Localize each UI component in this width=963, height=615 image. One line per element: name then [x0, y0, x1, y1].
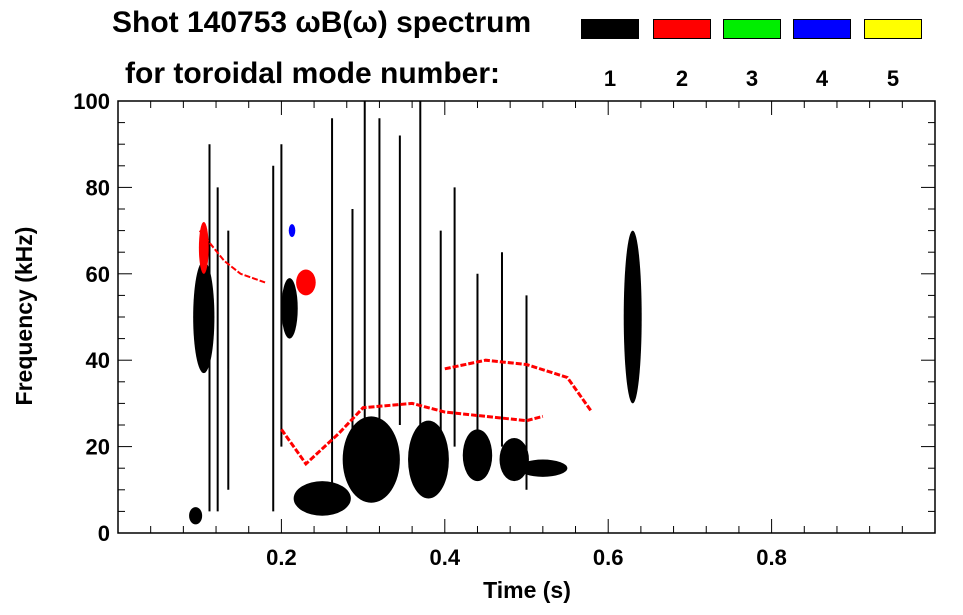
mode-1-region-5: [462, 429, 493, 482]
mode-2-line-0: [280, 401, 544, 467]
x-tick-label-2: 0.6: [593, 545, 624, 570]
chart-title-line1: Shot 140753 ωB(ω) spectrum: [112, 6, 532, 39]
x-tick-label-3: 0.8: [756, 545, 787, 570]
mode-2-region-10: [296, 269, 316, 296]
legend-swatch-mode-5: [864, 19, 922, 39]
mode-1-region-6: [499, 437, 529, 482]
chart-title-line2: for toroidal mode number:: [125, 57, 500, 90]
legend-label-mode-1: 1: [603, 66, 617, 91]
spectrum-marks: [189, 101, 642, 525]
mode-1-region-3: [342, 416, 400, 503]
x-axis-label: Time (s): [483, 577, 571, 603]
mode-1-region-1: [281, 278, 298, 339]
legend-label-mode-5: 5: [886, 66, 900, 91]
mode-4-region-12: [288, 224, 296, 238]
x-tick-label-1: 0.4: [430, 545, 461, 570]
x-tick-label-0: 0.2: [266, 545, 297, 570]
legend-swatch-mode-4: [793, 19, 851, 39]
mode-2-region-11: [198, 221, 209, 274]
mode-1-region-4: [408, 420, 449, 499]
legend-label-mode-3: 3: [745, 66, 759, 91]
legend-label-mode-2: 2: [675, 66, 689, 91]
y-tick-label-1: 20: [86, 435, 110, 460]
legend-swatch-mode-1: [581, 19, 639, 39]
y-tick-label-4: 80: [86, 175, 110, 200]
y-axis-label: Frequency (kHz): [11, 227, 37, 406]
y-tick-label-5: 100: [73, 89, 110, 114]
mode-1-region-2: [623, 230, 642, 404]
legend-swatch-mode-2: [653, 19, 711, 39]
mode-2-line-1: [444, 358, 594, 413]
y-tick-label-3: 60: [86, 262, 110, 287]
legend-swatch-mode-3: [723, 19, 781, 39]
mode-1-region-9: [189, 507, 203, 525]
y-tick-label-0: 0: [98, 521, 110, 546]
chart-axes: 0.2 0.4 0.6 0.8 0 20 40 60 80 100: [73, 89, 936, 570]
mode-1-region-0: [193, 260, 215, 374]
mode-1-region-7: [293, 481, 351, 516]
mode-2-line-2: [198, 229, 266, 284]
y-tick-label-2: 40: [86, 348, 110, 373]
legend-label-mode-4: 4: [815, 66, 829, 91]
mode-1-region-8: [518, 459, 568, 477]
